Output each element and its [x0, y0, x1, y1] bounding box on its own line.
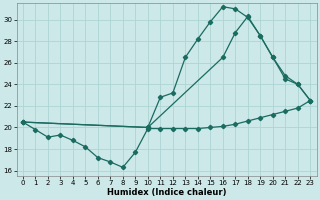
X-axis label: Humidex (Indice chaleur): Humidex (Indice chaleur) [107, 188, 226, 197]
